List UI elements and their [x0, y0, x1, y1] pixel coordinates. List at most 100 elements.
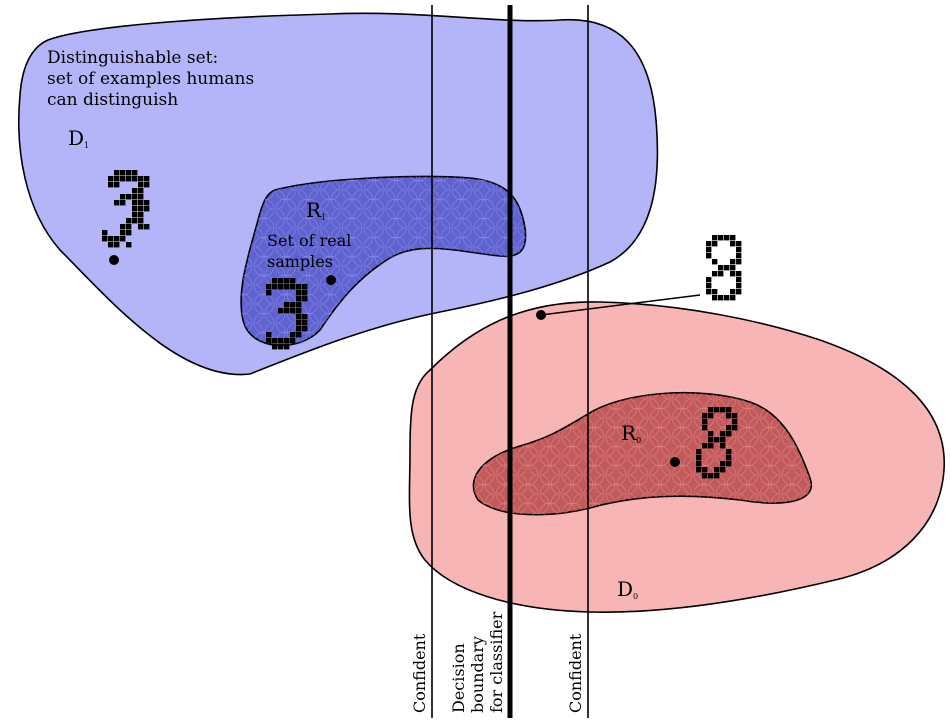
digit-pixel: [120, 200, 126, 206]
digit-pixel: [302, 296, 308, 302]
digit-pixel: [284, 344, 290, 350]
digit-pixel: [138, 218, 144, 224]
digit-eight-outside: [706, 235, 742, 301]
distinguishable-label-line1: Distinguishable set:: [47, 48, 218, 68]
digit-pixel: [290, 284, 296, 290]
digit-pixel: [702, 467, 708, 473]
digit-pixel: [706, 277, 712, 283]
digit-pixel: [272, 338, 278, 344]
digit-pixel: [732, 419, 738, 425]
digit-pixel: [120, 224, 126, 230]
digit-pixel: [730, 265, 736, 271]
digit-pixel: [296, 332, 302, 338]
digit-pixel: [126, 176, 132, 182]
digit-pixel: [126, 170, 132, 176]
digit-pixel: [144, 206, 150, 212]
digit-pixel: [714, 407, 720, 413]
digit-pixel: [730, 259, 736, 265]
region-label-d1: D1: [68, 126, 89, 150]
digit-pixel: [726, 413, 732, 419]
digit-pixel: [706, 289, 712, 295]
digit-pixel: [114, 200, 120, 206]
digit-pixel: [284, 278, 290, 284]
digit-pixel: [696, 455, 702, 461]
digit-pixel: [720, 443, 726, 449]
digit-pixel: [702, 443, 708, 449]
digit-pixel: [132, 176, 138, 182]
digit-pixel: [126, 224, 132, 230]
digit-pixel: [718, 295, 724, 301]
digit-pixel: [132, 212, 138, 218]
digit-pixel: [138, 224, 144, 230]
digit-pixel: [736, 271, 742, 277]
digit-pixel: [708, 443, 714, 449]
digit-pixel: [132, 170, 138, 176]
digit-pixel: [720, 461, 726, 467]
digit-pixel: [714, 437, 720, 443]
digit-pixel: [296, 320, 302, 326]
digit-pixel: [732, 413, 738, 419]
digit-pixel: [144, 182, 150, 188]
digit-pixel: [730, 295, 736, 301]
digit-pixel: [302, 314, 308, 320]
digit-pixel: [138, 176, 144, 182]
digit-pixel: [126, 194, 132, 200]
digit-pixel: [120, 176, 126, 182]
digit-pixel: [138, 182, 144, 188]
digit-pixel: [732, 425, 738, 431]
region-label-r0: R0: [621, 421, 641, 445]
digit-pixel: [696, 449, 702, 455]
digit-pixel: [726, 455, 732, 461]
decision-label-line1: Decision: [449, 643, 468, 713]
digit-pixel: [284, 302, 290, 308]
digit-pixel: [730, 235, 736, 241]
digit-pixel: [302, 320, 308, 326]
digit-pixel: [702, 419, 708, 425]
digit-pixel: [108, 182, 114, 188]
digit-pixel: [296, 302, 302, 308]
digit-pixel: [102, 236, 108, 242]
digit-pixel: [278, 284, 284, 290]
sample-point-r1: [326, 275, 336, 285]
digit-pixel: [726, 461, 732, 467]
digit-pixel: [290, 332, 296, 338]
digit-pixel: [712, 235, 718, 241]
digit-pixel: [736, 277, 742, 283]
digit-pixel: [706, 247, 712, 253]
digit-pixel: [278, 278, 284, 284]
digit-pixel: [102, 230, 108, 236]
digit-pixel: [720, 437, 726, 443]
digit-pixel: [708, 437, 714, 443]
digit-pixel: [120, 170, 126, 176]
digit-pixel: [714, 473, 720, 479]
digit-pixel: [138, 212, 144, 218]
digit-pixel: [718, 271, 724, 277]
digit-pixel: [736, 247, 742, 253]
digit-pixel: [724, 235, 730, 241]
digit-pixel: [702, 425, 708, 431]
digit-pixel: [132, 206, 138, 212]
digit-pixel: [120, 194, 126, 200]
digit-pixel: [114, 242, 120, 248]
digit-pixel: [108, 176, 114, 182]
digit-pixel: [114, 236, 120, 242]
digit-pixel: [708, 413, 714, 419]
digit-pixel: [138, 194, 144, 200]
digit-pixel: [302, 284, 308, 290]
digit-pixel: [718, 235, 724, 241]
pointer-line: [540, 294, 701, 316]
digit-pixel: [724, 295, 730, 301]
digit-pixel: [706, 253, 712, 259]
digit-pixel: [296, 284, 302, 290]
digit-pixel: [712, 271, 718, 277]
digit-pixel: [726, 431, 732, 437]
digit-pixel: [278, 344, 284, 350]
digit-pixel: [712, 241, 718, 247]
region-r1-texture: [241, 176, 526, 346]
digit-pixel: [296, 314, 302, 320]
real-samples-label-line2: samples: [267, 252, 333, 271]
digit-pixel: [114, 176, 120, 182]
digit-pixel: [730, 241, 736, 247]
region-r0-texture: [473, 392, 812, 515]
